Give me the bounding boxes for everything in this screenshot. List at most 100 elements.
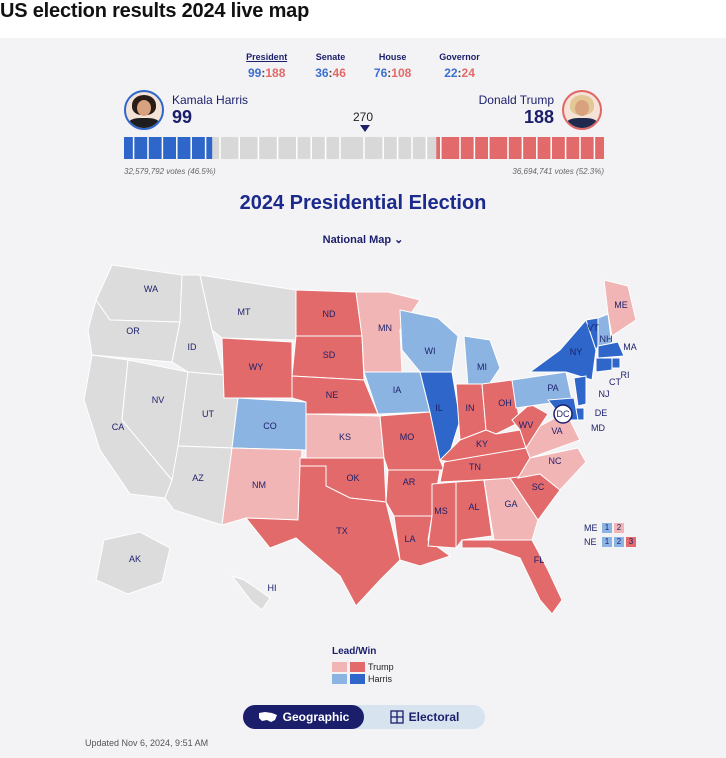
dem-count: 22 xyxy=(444,66,458,80)
state-label-OR: OR xyxy=(126,326,140,336)
harris-name: Kamala Harris xyxy=(172,92,249,107)
state-ct[interactable] xyxy=(595,357,613,373)
ne-district-1: 1 xyxy=(602,537,612,547)
state-label-AR: AR xyxy=(403,477,416,487)
harris-popular-vote: 32,579,792 votes (46.5%) xyxy=(124,167,216,176)
state-label-ND: ND xyxy=(323,309,336,319)
electoral-label: Electoral xyxy=(408,710,460,724)
state-label-SD: SD xyxy=(323,350,336,360)
rep-count: 24 xyxy=(461,66,475,80)
tab-label: House xyxy=(378,52,407,62)
state-label-NV: NV xyxy=(152,395,165,405)
chevron-down-icon: ⌄ xyxy=(394,234,404,246)
harris-summary: Kamala Harris 99 xyxy=(124,90,248,130)
map-selector[interactable]: National Map ⌄ xyxy=(0,233,726,246)
trump-popular-vote: 36,694,741 votes (52.3%) xyxy=(512,167,604,176)
legend-title: Lead/Win xyxy=(332,646,377,657)
tab-label: President xyxy=(246,52,288,62)
rep-count: 108 xyxy=(391,66,412,80)
tab-label: Governor xyxy=(439,52,480,62)
state-label-AL: AL xyxy=(468,502,479,512)
threshold-arrow-icon xyxy=(360,125,370,132)
state-label-CT: CT xyxy=(609,377,621,387)
trump-summary: Donald Trump 188 xyxy=(479,90,602,130)
state-ri[interactable] xyxy=(611,357,621,369)
dem-count: 76 xyxy=(373,66,388,80)
state-nj[interactable] xyxy=(573,375,587,407)
undecided-bar-segment xyxy=(212,137,437,159)
state-ms[interactable] xyxy=(427,481,457,549)
state-me[interactable] xyxy=(603,279,637,337)
me-district-2: 2 xyxy=(614,523,624,533)
state-label-MD: MD xyxy=(591,423,605,433)
geographic-label: Geographic xyxy=(282,710,350,724)
split-label: NE xyxy=(584,537,597,547)
legend: Lead/Win Trump Harris xyxy=(332,646,394,685)
state-label-MT: MT xyxy=(238,307,251,317)
me-split-votes: ME 1 2 xyxy=(584,523,624,533)
view-toggle: Geographic Electoral xyxy=(243,705,485,729)
state-label-LA: LA xyxy=(404,534,415,544)
state-fl[interactable] xyxy=(461,539,563,615)
legend-trump: Trump xyxy=(368,662,394,672)
tab-house[interactable]: House 76:108 xyxy=(373,52,412,80)
state-mt[interactable] xyxy=(199,274,297,341)
geographic-button[interactable]: Geographic xyxy=(243,705,364,729)
dem-count: 99 xyxy=(247,66,262,80)
state-label-GA: GA xyxy=(504,499,517,509)
tab-senate[interactable]: Senate 36:46 xyxy=(315,52,346,80)
dc-label: DC xyxy=(557,409,570,419)
state-label-TN: TN xyxy=(469,462,481,472)
state-label-MI: MI xyxy=(477,362,487,372)
tab-governor[interactable]: Governor 22:24 xyxy=(439,52,480,80)
page-title: US election results 2024 live map xyxy=(0,0,310,22)
state-label-NY: NY xyxy=(570,347,583,357)
legend-swatch xyxy=(332,674,347,684)
split-label: ME xyxy=(584,523,598,533)
state-oh[interactable] xyxy=(481,379,521,435)
dem-count: 36 xyxy=(315,66,329,80)
state-mi[interactable] xyxy=(463,335,501,387)
state-wi[interactable] xyxy=(399,309,459,373)
state-tx[interactable] xyxy=(244,465,401,607)
state-label-OH: OH xyxy=(498,398,512,408)
state-label-NE: NE xyxy=(326,390,339,400)
state-label-FL: FL xyxy=(534,555,545,565)
trump-avatar xyxy=(562,90,602,130)
state-label-WA: WA xyxy=(144,284,158,294)
state-hi[interactable] xyxy=(230,575,271,611)
me-district-1: 1 xyxy=(602,523,612,533)
ne-split-votes: NE 1 2 3 xyxy=(584,537,636,547)
state-label-KS: KS xyxy=(339,432,351,442)
harris-avatar xyxy=(124,90,164,130)
state-ak[interactable] xyxy=(95,531,171,595)
state-ma[interactable] xyxy=(597,341,625,359)
state-wa[interactable] xyxy=(95,264,183,323)
tab-president[interactable]: President 99:188 xyxy=(246,52,288,80)
state-label-AZ: AZ xyxy=(192,473,204,483)
dc-marker[interactable]: DC xyxy=(553,404,573,424)
state-ny[interactable] xyxy=(528,319,597,381)
us-map-icon xyxy=(258,712,277,722)
state-al[interactable] xyxy=(455,479,493,550)
state-label-RI: RI xyxy=(621,370,630,380)
state-label-CO: CO xyxy=(263,421,277,431)
state-label-WV: WV xyxy=(519,420,534,430)
trump-bar-segment xyxy=(436,137,604,159)
map-title: 2024 Presidential Election xyxy=(239,192,487,214)
harris-bar-segment xyxy=(124,137,213,159)
ne-district-3: 3 xyxy=(626,537,636,547)
state-label-OK: OK xyxy=(346,473,359,483)
state-label-NJ: NJ xyxy=(599,389,610,399)
state-label-WY: WY xyxy=(249,362,264,372)
grid-icon xyxy=(389,710,404,724)
state-label-NH: NH xyxy=(600,334,613,344)
tab-label: Senate xyxy=(315,52,346,62)
electoral-button[interactable]: Electoral xyxy=(364,705,485,729)
state-label-IL: IL xyxy=(435,403,443,413)
state-label-WI: WI xyxy=(425,346,436,356)
legend-swatch xyxy=(332,662,347,672)
state-label-SC: SC xyxy=(532,482,545,492)
state-ga[interactable] xyxy=(483,477,539,541)
